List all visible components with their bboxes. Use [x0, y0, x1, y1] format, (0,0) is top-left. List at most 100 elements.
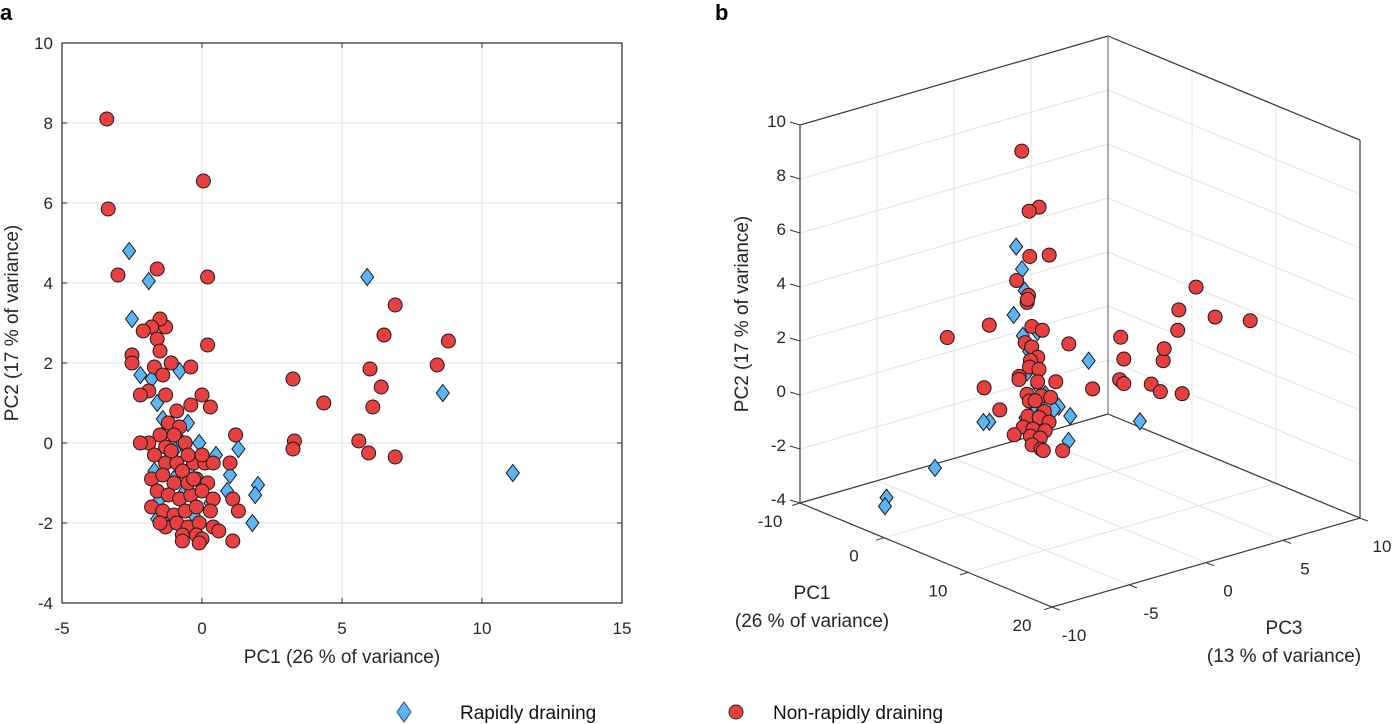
y-tick-label: 4: [44, 274, 53, 293]
pc3-tick-mark: [1205, 562, 1215, 567]
data-point-rapidly-draining: [122, 241, 137, 261]
data-point-non-rapidly-draining: [1041, 247, 1057, 263]
x-tick-label: -5: [54, 619, 69, 638]
data-point-rapidly-draining: [248, 485, 263, 505]
pc1-tick-mark: [1043, 606, 1053, 611]
data-point-non-rapidly-draining: [174, 533, 190, 549]
diamond-marker-icon: [396, 701, 412, 723]
data-point-non-rapidly-draining: [1027, 393, 1043, 409]
pc3-tick-label: -5: [1143, 604, 1158, 623]
data-point-non-rapidly-draining: [188, 499, 204, 515]
data-point-non-rapidly-draining: [440, 333, 456, 349]
y-tick-label: 0: [44, 434, 53, 453]
data-point-non-rapidly-draining: [373, 379, 389, 395]
data-point-non-rapidly-draining: [1021, 203, 1037, 219]
data-point-non-rapidly-draining: [225, 533, 241, 549]
panel-b-pc2-label: PC2 (17 % of variance): [732, 216, 753, 412]
data-point-non-rapidly-draining: [149, 261, 165, 277]
panel-a-points: [99, 111, 520, 551]
data-point-non-rapidly-draining: [1156, 341, 1172, 357]
data-point-non-rapidly-draining: [1170, 322, 1186, 338]
pc2-tick-label: 8: [777, 166, 786, 185]
pc2-tick-mark: [789, 499, 801, 504]
data-point-non-rapidly-draining: [1043, 389, 1059, 405]
data-point-non-rapidly-draining: [285, 441, 301, 457]
data-point-rapidly-draining: [231, 439, 246, 459]
y-tick-label: 8: [44, 114, 53, 133]
data-point-non-rapidly-draining: [1048, 374, 1064, 390]
data-point-rapidly-draining: [505, 463, 520, 483]
panel-a-ticks: -5 0 5 10 15 -4 -2 0 2 4 6 8 10: [34, 34, 631, 638]
pc1-tick-label: 10: [929, 581, 948, 600]
data-point-non-rapidly-draining: [1009, 273, 1025, 289]
pc2-tick-mark: [789, 121, 801, 126]
data-point-non-rapidly-draining: [1242, 313, 1258, 329]
data-point-non-rapidly-draining: [200, 269, 216, 285]
data-point-rapidly-draining: [1006, 305, 1021, 325]
data-point-non-rapidly-draining: [211, 523, 227, 539]
circle-marker-icon: [728, 704, 744, 720]
data-point-non-rapidly-draining: [228, 427, 244, 443]
box-edge: [1107, 413, 1361, 519]
data-point-non-rapidly-draining: [1061, 336, 1077, 352]
data-point-non-rapidly-draining: [183, 397, 199, 413]
data-point-non-rapidly-draining: [225, 491, 241, 507]
data-point-non-rapidly-draining: [1035, 443, 1051, 459]
pc2-tick-label: -2: [771, 436, 786, 455]
data-point-non-rapidly-draining: [981, 317, 997, 333]
data-point-non-rapidly-draining: [939, 330, 955, 346]
y-tick-label: 2: [44, 354, 53, 373]
data-point-non-rapidly-draining: [1006, 427, 1022, 443]
grid-line: [1107, 143, 1361, 249]
data-point-rapidly-draining: [877, 496, 893, 516]
pc1-tick-label: 20: [1013, 616, 1032, 635]
pc3-tick-label: -10: [1062, 626, 1087, 645]
data-point-non-rapidly-draining: [316, 395, 332, 411]
pc2-tick-label: 2: [777, 328, 786, 347]
data-point-non-rapidly-draining: [1171, 302, 1187, 318]
pc2-tick-label: 4: [777, 274, 786, 293]
data-point-non-rapidly-draining: [365, 399, 381, 415]
data-point-non-rapidly-draining: [152, 343, 168, 359]
data-point-non-rapidly-draining: [124, 355, 140, 371]
legend-label-non-rapidly-draining: Non-rapidly draining: [773, 703, 943, 724]
panel-b-label: b: [715, 0, 728, 25]
data-point-non-rapidly-draining: [230, 503, 246, 519]
box-edge: [799, 35, 1109, 126]
panel-b-pc3-label-line1: PC3: [1266, 618, 1303, 639]
pc2-tick-label: -4: [771, 490, 786, 509]
data-point-non-rapidly-draining: [1011, 371, 1027, 387]
pc2-tick-mark: [789, 283, 801, 288]
data-point-non-rapidly-draining: [110, 267, 126, 283]
data-point-non-rapidly-draining: [200, 337, 216, 353]
panel-a-chart: -5 0 5 10 15 -4 -2 0 2 4 6 8 10 PC1 (26 % of varianc…: [2, 34, 631, 668]
grid-line: [1030, 435, 1284, 541]
data-point-rapidly-draining: [1132, 411, 1148, 431]
grid-line: [1107, 359, 1361, 465]
data-point-non-rapidly-draining: [1022, 248, 1038, 264]
data-point-non-rapidly-draining: [163, 443, 179, 459]
panel-a-frame: [61, 42, 623, 604]
data-point-non-rapidly-draining: [1116, 376, 1132, 392]
data-point-rapidly-draining: [124, 309, 140, 329]
pc2-tick-label: 6: [777, 220, 786, 239]
panel-a-xlabel: PC1 (26 % of variance): [244, 647, 440, 668]
data-point-non-rapidly-draining: [1085, 381, 1101, 397]
pc1-tick-label: -10: [758, 512, 783, 531]
data-point-rapidly-draining: [976, 412, 991, 432]
data-point-non-rapidly-draining: [992, 402, 1008, 418]
data-point-rapidly-draining: [360, 267, 375, 287]
data-point-non-rapidly-draining: [1113, 329, 1129, 345]
data-point-non-rapidly-draining: [158, 387, 174, 403]
data-point-non-rapidly-draining: [99, 111, 115, 127]
data-point-non-rapidly-draining: [152, 515, 168, 531]
data-point-non-rapidly-draining: [195, 173, 211, 189]
data-point-non-rapidly-draining: [429, 357, 445, 373]
data-point-non-rapidly-draining: [361, 445, 377, 461]
pc2-tick-label: 10: [767, 112, 786, 131]
data-point-non-rapidly-draining: [1174, 386, 1190, 402]
grid-line: [1107, 197, 1361, 303]
data-point-non-rapidly-draining: [202, 503, 218, 519]
data-point-rapidly-draining: [1063, 406, 1078, 426]
pc1-tick-mark: [959, 571, 969, 576]
